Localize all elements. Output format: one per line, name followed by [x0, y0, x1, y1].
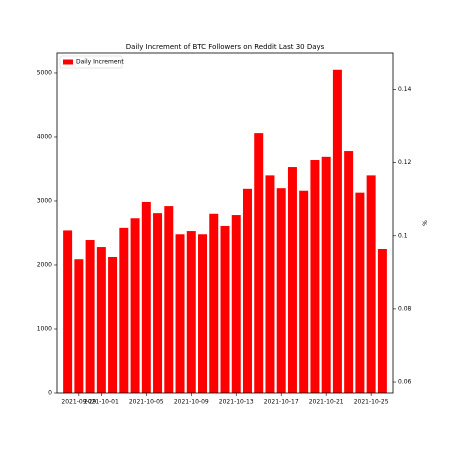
bar: [299, 190, 309, 393]
bar: [276, 188, 286, 393]
bar: [344, 151, 354, 393]
legend-swatch: [63, 59, 73, 65]
y2-tick-label: 0.06: [398, 379, 412, 386]
bar: [130, 218, 140, 393]
bar: [310, 160, 320, 393]
bar: [242, 188, 252, 393]
x-tick-label: 2021-10-09: [174, 399, 209, 406]
x-tick-label: 2021-10-21: [309, 399, 344, 406]
y2-tick-label: 0.12: [398, 159, 412, 166]
bar: [265, 175, 275, 393]
x-tick-label: 2021-09-29: [61, 399, 96, 406]
bar: [63, 230, 73, 393]
bar: [153, 213, 163, 393]
legend-label: Daily Increment: [76, 59, 124, 66]
bar: [198, 234, 208, 393]
y-tick-label: 0: [48, 390, 52, 397]
x-tick-label: 2021-10-05: [129, 399, 164, 406]
y-tick-label: 5000: [37, 69, 52, 76]
bar: [231, 215, 241, 393]
bar: [96, 247, 106, 393]
x-tick-label: 2021-10-13: [219, 399, 254, 406]
bar: [108, 256, 118, 393]
legend-box: [59, 55, 123, 69]
bar: [119, 227, 129, 393]
bar: [321, 156, 331, 393]
y2-tick-label: 0.14: [398, 86, 412, 93]
x-tick-label: 2021-10-17: [264, 399, 299, 406]
bar: [287, 167, 297, 393]
y-tick-label: 4000: [37, 133, 52, 140]
bar: [355, 192, 365, 393]
y2-tick-label: 0.08: [398, 305, 412, 312]
y2-axis-label: %: [421, 220, 428, 226]
y2-tick-label: 0.1: [398, 232, 408, 239]
bar: [175, 234, 185, 393]
bar: [254, 133, 264, 393]
bar: [377, 248, 387, 393]
bar: [141, 201, 151, 393]
bar: [164, 206, 174, 393]
bar: [220, 225, 230, 393]
bar: [85, 240, 95, 393]
x-tick-label: 2021-10-01: [84, 399, 119, 406]
plot-frame: [56, 52, 394, 394]
bar: [186, 231, 196, 393]
y-tick-label: 2000: [37, 261, 52, 268]
x-tick-label: 2021-10-25: [354, 399, 389, 406]
bar: [209, 213, 219, 393]
bar: [332, 69, 342, 393]
y-tick-label: 1000: [37, 325, 52, 332]
bar: [74, 259, 84, 393]
chart-title: Daily Increment of BTC Followers on Redd…: [126, 43, 325, 51]
bar: [366, 175, 376, 393]
y-tick-label: 3000: [37, 197, 52, 204]
